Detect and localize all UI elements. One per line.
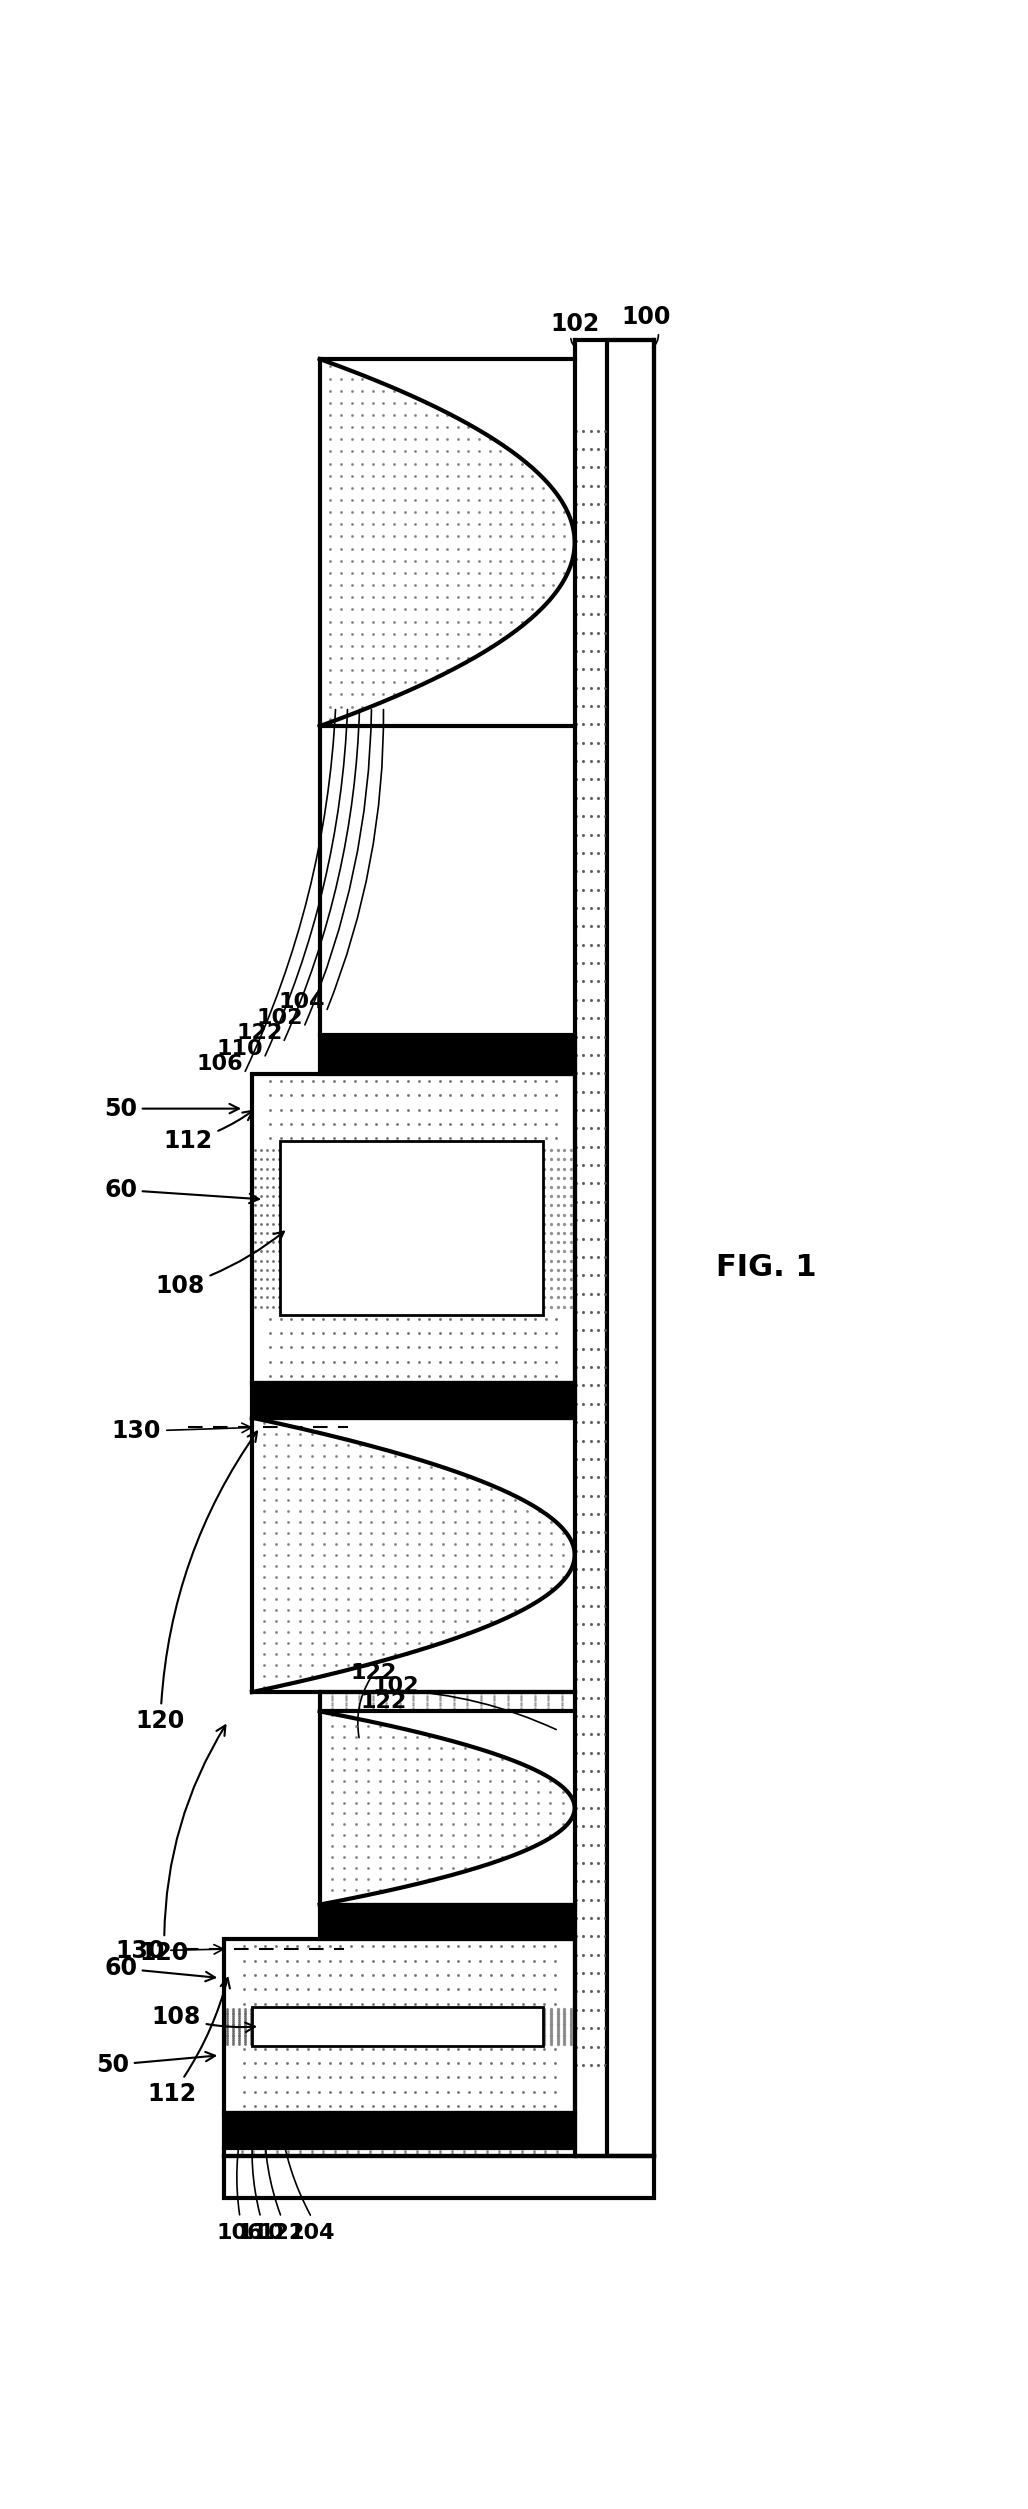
Bar — [280, 1142, 543, 1315]
Bar — [252, 1382, 575, 1418]
Text: 130: 130 — [112, 1420, 251, 1443]
Text: 122: 122 — [351, 1663, 397, 1684]
Bar — [320, 725, 575, 1036]
Text: 60: 60 — [104, 1177, 259, 1204]
Text: 108: 108 — [151, 2005, 255, 2032]
Text: 122: 122 — [258, 2223, 304, 2243]
Bar — [607, 339, 655, 2155]
Bar — [224, 2155, 655, 2198]
Text: 50: 50 — [104, 1096, 238, 1122]
Text: 112: 112 — [163, 1111, 253, 1154]
Text: 100: 100 — [622, 304, 671, 329]
Text: 104: 104 — [289, 2223, 335, 2243]
Bar — [320, 1904, 575, 1939]
Text: 102: 102 — [551, 311, 600, 336]
Text: 102: 102 — [373, 1676, 419, 1696]
Text: 104: 104 — [279, 994, 326, 1011]
Text: 120: 120 — [140, 1726, 225, 1965]
Text: 130: 130 — [116, 1939, 223, 1962]
Text: 50: 50 — [96, 2052, 215, 2077]
Text: 110: 110 — [217, 1039, 263, 1059]
Bar — [224, 1939, 575, 2113]
Bar — [224, 2113, 575, 2148]
Bar — [252, 2007, 543, 2045]
Text: 112: 112 — [148, 1977, 230, 2105]
Text: 60: 60 — [104, 1957, 215, 1982]
Text: 122: 122 — [361, 1691, 406, 1711]
Text: FIG. 1: FIG. 1 — [715, 1252, 816, 1282]
Text: 120: 120 — [136, 1433, 257, 1734]
Text: 102: 102 — [257, 1009, 303, 1029]
Bar — [320, 1036, 575, 1074]
Text: 110: 110 — [237, 2223, 284, 2243]
Text: 106: 106 — [196, 1054, 244, 1074]
Text: 122: 122 — [236, 1024, 283, 1044]
Text: 106: 106 — [217, 2223, 263, 2243]
Text: 108: 108 — [155, 1232, 284, 1297]
Bar — [252, 1074, 575, 1382]
